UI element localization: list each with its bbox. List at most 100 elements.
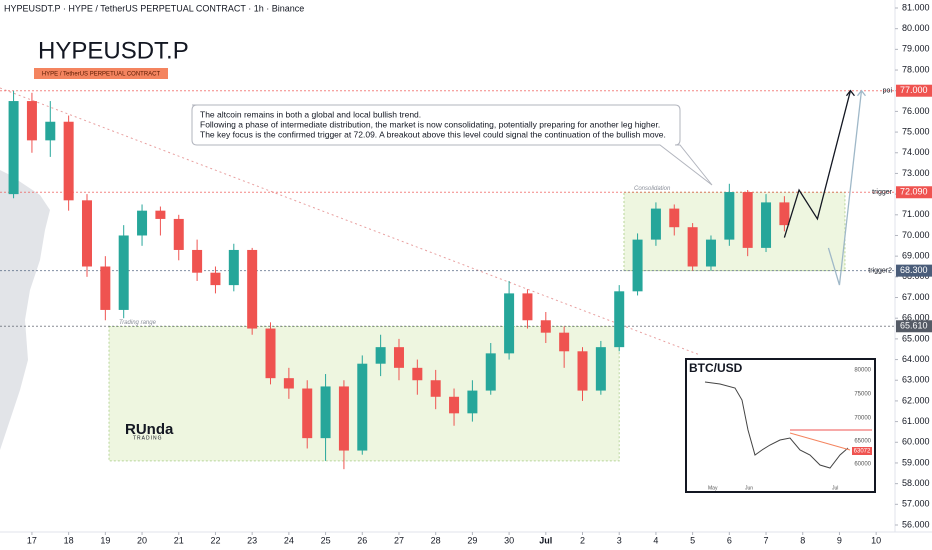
candle-body bbox=[724, 192, 735, 240]
candle-body bbox=[705, 239, 716, 267]
x-tick-label: 7 bbox=[764, 535, 769, 545]
projection-arrow bbox=[827, 90, 863, 286]
arrow-head bbox=[845, 89, 855, 97]
y-tick-label: 62.000 bbox=[902, 395, 930, 405]
annotation-line: Following a phase of intermediate distri… bbox=[200, 119, 660, 129]
annotation-line: The key focus is the confirmed trigger a… bbox=[200, 129, 666, 139]
inset-label: 75000 bbox=[854, 392, 871, 398]
candle-body bbox=[485, 353, 496, 391]
candle-body bbox=[522, 293, 533, 321]
inset-label: 60000 bbox=[854, 462, 871, 468]
inset-frame bbox=[685, 358, 876, 493]
x-tick-label: 21 bbox=[174, 535, 184, 545]
candle-body bbox=[247, 249, 258, 329]
candle-body bbox=[412, 367, 423, 381]
inset-price-badge bbox=[852, 447, 872, 455]
y-tick-label: 57.000 bbox=[902, 499, 930, 509]
candle-body bbox=[632, 239, 643, 292]
y-tick-label: 63.000 bbox=[902, 375, 930, 385]
x-tick-label: 5 bbox=[690, 535, 695, 545]
x-tick-label: 25 bbox=[321, 535, 331, 545]
logo-sub: TRADING bbox=[133, 435, 163, 441]
y-tick-label: 70.000 bbox=[902, 230, 930, 240]
candle-body bbox=[192, 249, 203, 273]
x-tick-label: 6 bbox=[727, 535, 732, 545]
inset-label: 70000 bbox=[854, 416, 871, 422]
annotation-line: The altcoin remains in both a global and… bbox=[200, 109, 421, 119]
x-tick-label: 24 bbox=[284, 535, 294, 545]
callout bbox=[191, 104, 713, 186]
x-tick-label: 4 bbox=[653, 535, 658, 545]
y-tick-label: 66.000 bbox=[902, 313, 930, 323]
x-tick-label: 18 bbox=[64, 535, 74, 545]
x-tick-label: 9 bbox=[837, 535, 842, 545]
inset-price-label: 63072 bbox=[854, 449, 871, 455]
y-tick-label: 56.000 bbox=[902, 519, 930, 529]
candle-body bbox=[118, 235, 129, 310]
logo: RUnda bbox=[125, 421, 174, 438]
y-tick-label: 73.000 bbox=[902, 168, 930, 178]
inset-x-label: May bbox=[708, 485, 718, 491]
level-badge bbox=[896, 186, 932, 199]
candle-body bbox=[375, 347, 386, 364]
candle-body bbox=[338, 386, 349, 451]
x-tick-label: 26 bbox=[357, 535, 367, 545]
zone-label: Consolidation bbox=[634, 186, 671, 192]
inset-x-label: Jul bbox=[832, 485, 838, 491]
candle-body bbox=[779, 202, 790, 226]
candle-body bbox=[8, 101, 19, 195]
candle-body bbox=[650, 208, 661, 240]
level-tag: trigger2 bbox=[868, 267, 892, 274]
candle-body bbox=[137, 210, 148, 236]
candle-body bbox=[467, 390, 478, 414]
candle-body bbox=[26, 101, 37, 141]
x-tick-label: 3 bbox=[617, 535, 622, 545]
inset-price bbox=[704, 381, 849, 469]
x-tick-label: 8 bbox=[800, 535, 805, 545]
x-tick-label: 28 bbox=[431, 535, 441, 545]
y-tick-label: 80.000 bbox=[902, 23, 930, 33]
arrow-head bbox=[856, 89, 866, 97]
candle-body bbox=[559, 332, 570, 352]
x-tick-label: 17 bbox=[27, 535, 37, 545]
x-tick-label: Jul bbox=[539, 535, 552, 545]
candle-body bbox=[761, 202, 772, 248]
level-tag: poi bbox=[883, 88, 893, 95]
candle-body bbox=[155, 210, 166, 219]
y-tick-label: 61.000 bbox=[902, 416, 930, 426]
candle-body bbox=[228, 249, 239, 286]
inset: BTC/USD 80000 75000 70000 65000 60000 63… bbox=[685, 358, 876, 493]
level-label: 77.000 bbox=[900, 85, 928, 95]
candle-body bbox=[540, 320, 551, 333]
candle-body bbox=[742, 192, 753, 248]
x-tick-label: 23 bbox=[247, 535, 257, 545]
inset-label: 80000 bbox=[854, 368, 871, 374]
level-label: 65.610 bbox=[900, 321, 928, 331]
chart-title: HYPEUSDT.P bbox=[38, 37, 189, 64]
subtitle: HYPE / TetherUS PERPETUAL CONTRACT bbox=[42, 72, 161, 78]
level-tag: trigger bbox=[872, 189, 893, 196]
y-tick-label: 60.000 bbox=[902, 437, 930, 447]
candle-body bbox=[669, 208, 680, 228]
y-tick-label: 71.000 bbox=[902, 209, 930, 219]
inset-title: BTC/USD bbox=[689, 361, 743, 375]
candle-body bbox=[100, 266, 111, 310]
candle-body bbox=[449, 396, 460, 414]
candle-body bbox=[614, 291, 625, 348]
candle-body bbox=[302, 388, 313, 439]
candle-body bbox=[45, 121, 56, 141]
inset-label: 65000 bbox=[854, 439, 871, 445]
badge bbox=[34, 68, 168, 79]
x-tick-label: 22 bbox=[210, 535, 220, 545]
y-tick-label: 74.000 bbox=[902, 147, 930, 157]
x-tick-label: 29 bbox=[467, 535, 477, 545]
y-tick-label: 69.000 bbox=[902, 251, 930, 261]
header: HYPEUSDT.P · HYPE / TetherUS PERPETUAL C… bbox=[4, 3, 304, 13]
candle-body bbox=[595, 347, 606, 391]
y-tick-label: 67.000 bbox=[902, 292, 930, 302]
x-tick-label: 20 bbox=[137, 535, 147, 545]
level-label: 72.090 bbox=[900, 187, 928, 197]
candle-body bbox=[687, 227, 698, 267]
candle-body bbox=[504, 293, 515, 354]
x-tick-label: 27 bbox=[394, 535, 404, 545]
